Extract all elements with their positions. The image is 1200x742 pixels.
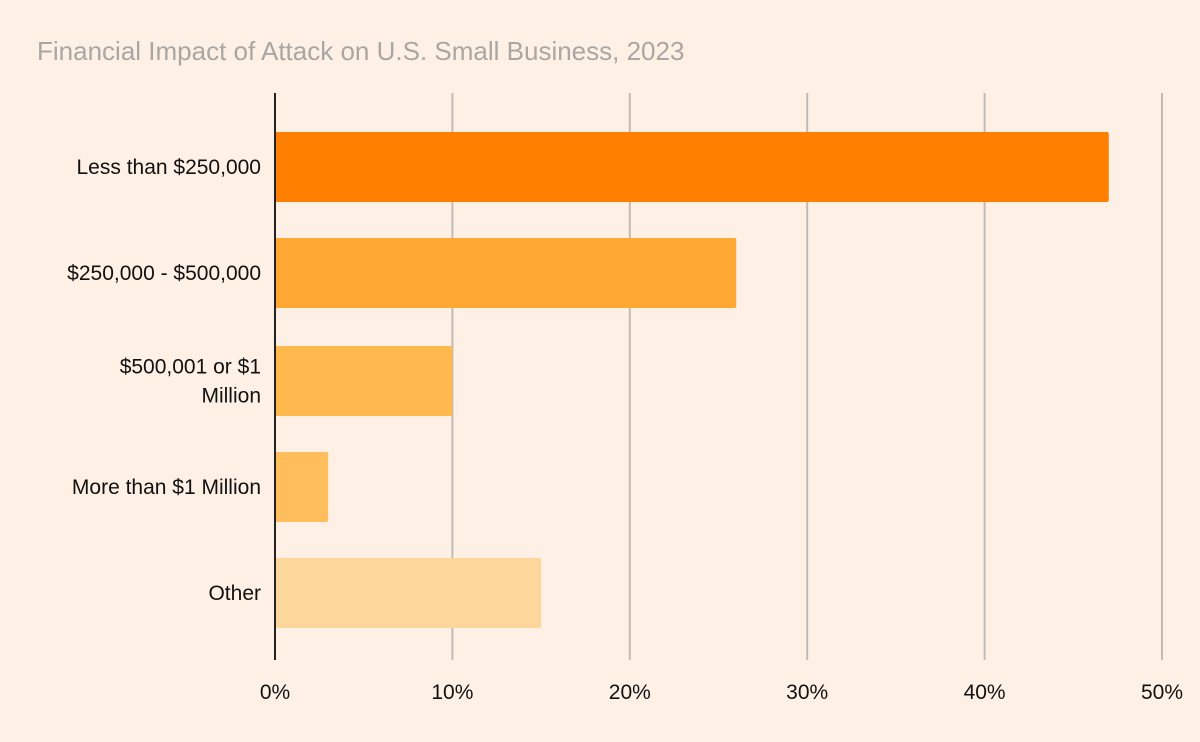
bar-3 — [275, 452, 329, 522]
bars — [275, 132, 1109, 628]
x-tick-label-50: 50% — [1141, 681, 1183, 704]
bar-1 — [275, 238, 737, 308]
x-tick-label-20: 20% — [609, 681, 651, 704]
category-label-2-line-0: $500,001 or $1 — [120, 356, 261, 379]
category-label-1: $250,000 - $500,000 — [67, 262, 261, 285]
x-tick-labels: 0% 10% 20% 30% 40% 50% — [260, 681, 1183, 704]
x-tick-label-10: 10% — [431, 681, 473, 704]
x-tick-label-30: 30% — [786, 681, 828, 704]
category-label-2-line-1: Million — [201, 385, 261, 408]
x-tick-label-0: 0% — [260, 681, 290, 704]
category-label-3: More than $1 Million — [72, 476, 261, 499]
bar-2 — [275, 346, 453, 416]
x-tick-label-40: 40% — [964, 681, 1006, 704]
category-labels: Less than $250,000 $250,000 - $500,000 $50… — [67, 156, 261, 605]
bar-4 — [275, 558, 542, 628]
chart-title: Financial Impact of Attack on U.S. Small… — [37, 36, 685, 66]
category-label-4: Other — [208, 582, 261, 605]
category-label-0: Less than $250,000 — [77, 156, 262, 179]
bar-0 — [275, 132, 1109, 202]
